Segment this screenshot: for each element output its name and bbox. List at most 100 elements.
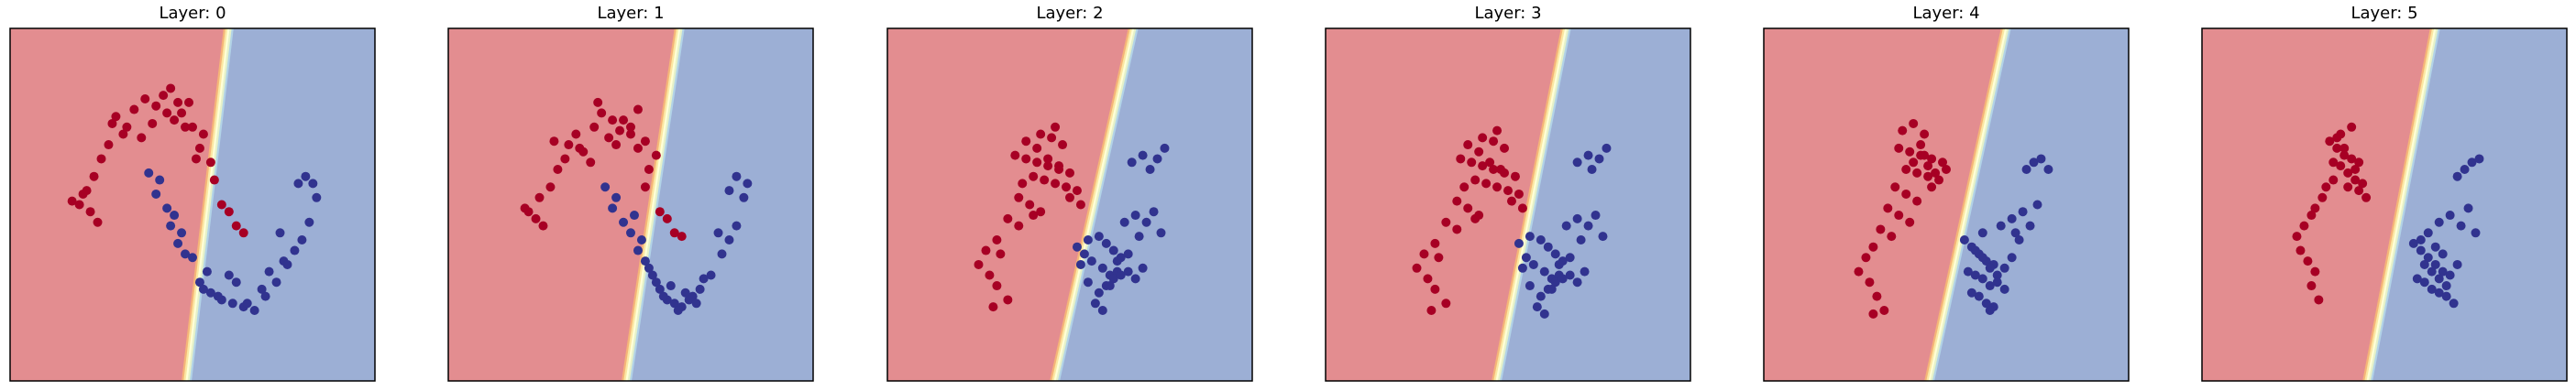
data-point <box>1079 249 1089 259</box>
data-point <box>619 115 629 125</box>
region-class-0 <box>887 28 1128 381</box>
data-point <box>2014 235 2024 244</box>
data-point <box>2430 242 2440 252</box>
data-point <box>181 122 191 132</box>
panel-title: Layer: 4 <box>1912 4 1980 23</box>
data-point <box>1970 270 1980 280</box>
data-point <box>633 104 643 114</box>
data-point <box>1561 221 1571 231</box>
data-point <box>151 189 161 199</box>
data-point <box>198 284 208 294</box>
data-point <box>1963 266 1973 277</box>
data-point <box>1927 154 1937 164</box>
data-point <box>593 97 603 107</box>
series-class-1 <box>600 171 753 315</box>
data-point <box>578 147 589 157</box>
data-point <box>205 157 215 168</box>
data-point <box>586 157 596 168</box>
data-point <box>724 186 734 196</box>
data-point <box>619 217 629 227</box>
data-point <box>1134 232 1144 242</box>
data-point <box>706 270 716 280</box>
data-point <box>1051 179 1061 189</box>
data-point <box>2358 179 2368 189</box>
data-point <box>1909 118 1919 128</box>
data-point <box>1985 263 1995 273</box>
data-point <box>1123 266 1133 277</box>
data-point <box>111 112 121 122</box>
data-point <box>2043 165 2053 174</box>
data-point <box>1879 306 1889 315</box>
data-point <box>534 192 545 202</box>
data-point <box>2449 299 2459 309</box>
data-point <box>1097 306 1107 315</box>
data-point <box>1075 259 1085 269</box>
data-point <box>85 207 95 217</box>
data-point <box>644 165 654 174</box>
data-point <box>2010 228 2020 238</box>
data-point <box>1105 281 1115 291</box>
data-point <box>1912 196 1922 206</box>
data-point <box>985 270 995 280</box>
data-point <box>2018 207 2028 217</box>
data-point <box>1598 232 1608 242</box>
data-point <box>1517 203 1527 213</box>
data-point <box>249 306 259 315</box>
data-point <box>732 221 742 231</box>
data-point <box>198 129 208 139</box>
data-point <box>2321 182 2331 192</box>
data-point <box>1496 165 1506 174</box>
data-point <box>680 288 690 298</box>
data-point <box>264 266 274 277</box>
data-point <box>647 270 657 280</box>
panel-layer-0: Layer: 0 <box>9 0 376 391</box>
data-point <box>2317 192 2328 202</box>
data-point <box>1032 143 1042 153</box>
axes-frame <box>2201 27 2568 382</box>
data-point <box>651 150 661 160</box>
data-point <box>2025 221 2035 231</box>
data-point <box>1554 259 1564 269</box>
data-point <box>2434 217 2444 227</box>
data-point <box>1492 182 1503 192</box>
data-point <box>1456 154 1466 164</box>
data-point <box>1075 200 1085 210</box>
data-point <box>1036 207 1046 217</box>
data-point <box>2361 192 2372 202</box>
data-point <box>231 277 241 288</box>
data-point <box>1558 274 1568 284</box>
data-point <box>2467 157 2477 168</box>
data-point <box>626 129 635 139</box>
data-point <box>691 299 701 309</box>
data-point <box>655 284 665 294</box>
region-class-0 <box>10 28 224 381</box>
data-point <box>1014 221 1024 231</box>
data-point <box>257 284 267 294</box>
data-point <box>202 266 212 277</box>
data-point <box>2292 232 2302 242</box>
data-point <box>205 288 215 298</box>
data-point <box>626 122 635 132</box>
data-point <box>1876 224 1886 234</box>
data-point <box>2452 259 2462 269</box>
data-point <box>2332 143 2342 153</box>
data-point <box>1894 211 1904 221</box>
data-point <box>1959 235 1969 244</box>
data-point <box>1029 171 1039 181</box>
data-point <box>74 200 84 210</box>
data-point <box>1101 238 1111 248</box>
data-point <box>992 281 1002 291</box>
data-point <box>1521 253 1531 263</box>
series-class-0 <box>974 122 1085 312</box>
data-point <box>166 83 176 93</box>
data-point <box>644 263 654 273</box>
data-point <box>1974 291 1984 301</box>
series-class-0 <box>520 97 687 242</box>
panel-layer-5: Layer: 5 <box>2201 0 2568 391</box>
data-point <box>181 249 191 259</box>
data-point <box>1036 129 1046 139</box>
data-point <box>93 217 103 227</box>
data-point <box>564 140 574 150</box>
axes-frame <box>1325 27 1691 382</box>
data-point <box>1514 189 1524 199</box>
